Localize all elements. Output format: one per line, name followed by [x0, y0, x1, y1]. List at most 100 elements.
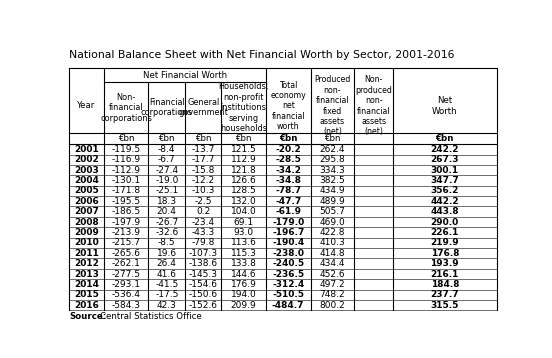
- Text: 104.0: 104.0: [231, 207, 257, 216]
- Text: -510.5: -510.5: [272, 290, 304, 299]
- Text: 347.7: 347.7: [431, 176, 459, 185]
- Text: 176.8: 176.8: [431, 249, 459, 258]
- Text: General
government: General government: [178, 98, 229, 117]
- Text: National Balance Sheet with Net Financial Worth by Sector, 2001-2016: National Balance Sheet with Net Financia…: [69, 50, 454, 60]
- Text: 2003: 2003: [74, 166, 99, 175]
- Text: 2006: 2006: [74, 197, 99, 206]
- Text: -138.6: -138.6: [189, 259, 218, 268]
- Text: -171.8: -171.8: [112, 187, 141, 195]
- Text: 469.0: 469.0: [320, 218, 346, 227]
- Text: 748.2: 748.2: [320, 290, 346, 299]
- Text: -107.3: -107.3: [189, 249, 218, 258]
- Text: Non-
produced
non-
financial
assets
(net): Non- produced non- financial assets (net…: [355, 76, 392, 136]
- Text: Financial
corporations: Financial corporations: [141, 98, 193, 117]
- Text: 2005: 2005: [74, 187, 99, 195]
- Text: 69.1: 69.1: [233, 218, 253, 227]
- Text: -17.7: -17.7: [192, 155, 215, 164]
- Text: Non-
financial
corporations: Non- financial corporations: [100, 93, 152, 123]
- Text: -312.4: -312.4: [272, 280, 304, 289]
- Text: -112.9: -112.9: [112, 166, 141, 175]
- Text: -197.9: -197.9: [112, 218, 141, 227]
- Text: -27.4: -27.4: [155, 166, 178, 175]
- Text: -12.2: -12.2: [192, 176, 215, 185]
- Text: 2016: 2016: [74, 301, 99, 310]
- Text: 2015: 2015: [74, 290, 99, 299]
- Text: 132.0: 132.0: [231, 197, 257, 206]
- Text: -47.7: -47.7: [275, 197, 301, 206]
- Text: -61.9: -61.9: [275, 207, 301, 216]
- Text: -41.5: -41.5: [155, 280, 178, 289]
- Text: 112.9: 112.9: [231, 155, 257, 164]
- Text: 42.3: 42.3: [157, 301, 177, 310]
- Text: 93.0: 93.0: [233, 228, 253, 237]
- Text: -19.0: -19.0: [155, 176, 178, 185]
- Text: -179.0: -179.0: [272, 218, 304, 227]
- Text: 315.5: 315.5: [431, 301, 459, 310]
- Text: -195.5: -195.5: [112, 197, 141, 206]
- Text: -190.4: -190.4: [272, 238, 304, 247]
- Text: 410.3: 410.3: [320, 238, 346, 247]
- Text: 452.6: 452.6: [320, 270, 346, 279]
- Text: -23.4: -23.4: [192, 218, 215, 227]
- Text: 2014: 2014: [74, 280, 99, 289]
- Text: -484.7: -484.7: [272, 301, 305, 310]
- Text: Net Financial Worth: Net Financial Worth: [143, 71, 227, 79]
- Text: -28.5: -28.5: [275, 155, 301, 164]
- Text: 126.6: 126.6: [231, 176, 257, 185]
- Text: 800.2: 800.2: [320, 301, 346, 310]
- Text: 237.7: 237.7: [431, 290, 459, 299]
- Text: -215.7: -215.7: [112, 238, 141, 247]
- Text: -10.3: -10.3: [192, 187, 215, 195]
- Text: €bn: €bn: [158, 134, 175, 143]
- Text: Total
economy
net
financial
worth: Total economy net financial worth: [270, 81, 306, 131]
- Text: 505.7: 505.7: [320, 207, 346, 216]
- Text: Households;
non-profit
institutions
serving
households: Households; non-profit institutions serv…: [218, 82, 269, 133]
- Text: 0.2: 0.2: [196, 207, 210, 216]
- Text: 18.3: 18.3: [157, 197, 177, 206]
- Text: 2010: 2010: [74, 238, 99, 247]
- Text: €bn: €bn: [235, 134, 252, 143]
- Text: -43.3: -43.3: [192, 228, 215, 237]
- Text: -78.7: -78.7: [275, 187, 301, 195]
- Text: 184.8: 184.8: [431, 280, 459, 289]
- Text: 194.0: 194.0: [231, 290, 257, 299]
- Text: 422.8: 422.8: [320, 228, 345, 237]
- Text: Central Statistics Office: Central Statistics Office: [100, 312, 201, 321]
- Text: 144.6: 144.6: [231, 270, 256, 279]
- Text: -34.8: -34.8: [275, 176, 301, 185]
- Text: -15.8: -15.8: [192, 166, 215, 175]
- Text: 382.5: 382.5: [320, 176, 346, 185]
- Text: -236.5: -236.5: [272, 270, 304, 279]
- Text: -145.3: -145.3: [189, 270, 218, 279]
- Text: 262.4: 262.4: [320, 145, 345, 154]
- Text: -119.5: -119.5: [112, 145, 141, 154]
- Text: 356.2: 356.2: [431, 187, 459, 195]
- Text: 128.5: 128.5: [231, 187, 257, 195]
- Text: -262.1: -262.1: [112, 259, 141, 268]
- Text: 2011: 2011: [74, 249, 99, 258]
- Text: €bn: €bn: [324, 134, 341, 143]
- Text: 434.4: 434.4: [320, 259, 345, 268]
- Text: 121.8: 121.8: [231, 166, 257, 175]
- Text: Year: Year: [77, 101, 95, 111]
- Text: -79.8: -79.8: [192, 238, 215, 247]
- Text: -213.9: -213.9: [112, 228, 141, 237]
- Text: 193.9: 193.9: [431, 259, 459, 268]
- Text: 26.4: 26.4: [157, 259, 177, 268]
- Text: -8.5: -8.5: [158, 238, 176, 247]
- Text: -154.6: -154.6: [189, 280, 218, 289]
- Text: 497.2: 497.2: [320, 280, 346, 289]
- Text: 2008: 2008: [74, 218, 99, 227]
- Text: 113.6: 113.6: [231, 238, 257, 247]
- Text: 2001: 2001: [74, 145, 99, 154]
- Text: 2013: 2013: [74, 270, 99, 279]
- Text: 434.9: 434.9: [320, 187, 346, 195]
- Text: 2004: 2004: [74, 176, 99, 185]
- Text: -277.5: -277.5: [112, 270, 141, 279]
- Text: 2009: 2009: [74, 228, 99, 237]
- Text: -20.2: -20.2: [275, 145, 301, 154]
- Text: -6.7: -6.7: [158, 155, 176, 164]
- Text: 176.9: 176.9: [231, 280, 257, 289]
- Text: 443.8: 443.8: [431, 207, 459, 216]
- Text: -150.6: -150.6: [189, 290, 218, 299]
